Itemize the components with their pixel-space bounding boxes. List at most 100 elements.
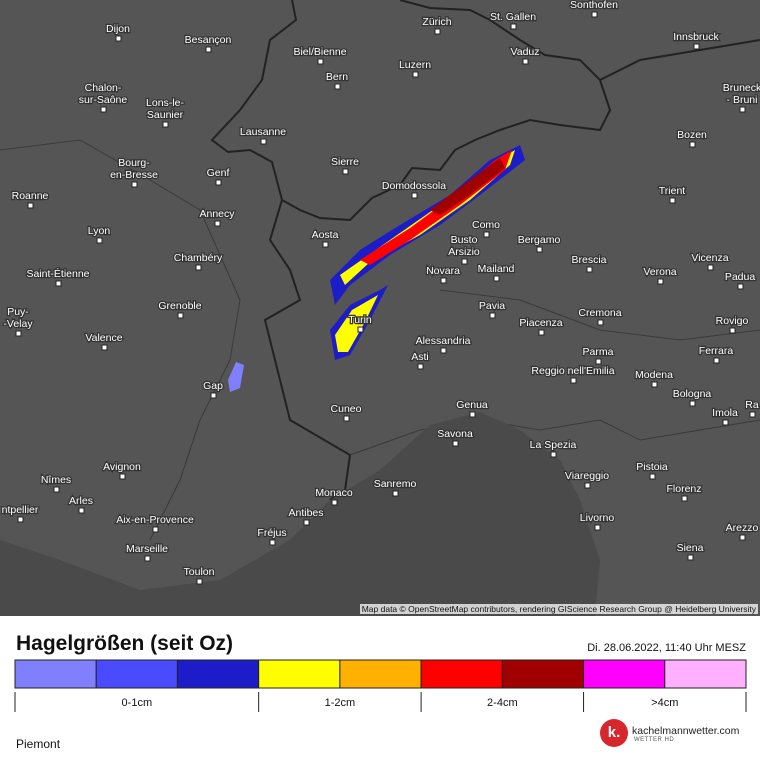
city-label: Fréjus bbox=[257, 527, 286, 539]
city-label: Como bbox=[472, 219, 500, 231]
city-dot bbox=[119, 473, 126, 480]
city-label: Savona bbox=[437, 428, 473, 440]
city-dot bbox=[586, 266, 593, 273]
city-label: Grenoble bbox=[158, 300, 201, 312]
city-dot bbox=[595, 358, 602, 365]
city-dot bbox=[687, 554, 694, 561]
city-label: Novara bbox=[426, 265, 460, 277]
city-dot bbox=[411, 192, 418, 199]
legend: 0-1cm 1-2cm 2-4cm >4cm bbox=[14, 659, 747, 712]
city-label: Rovigo bbox=[716, 315, 749, 327]
city-label: Cremona bbox=[578, 307, 621, 319]
city-dot bbox=[331, 499, 338, 506]
city-dot bbox=[440, 277, 447, 284]
city-dot bbox=[689, 400, 696, 407]
city-label: Bologna bbox=[673, 388, 712, 400]
city-label: Pistoia bbox=[636, 461, 668, 473]
city-label: Puy- bbox=[7, 306, 29, 318]
city-dot bbox=[96, 237, 103, 244]
legend-swatch bbox=[583, 659, 666, 689]
legend-label: >4cm bbox=[651, 697, 678, 709]
city-label: Biel/Bienne bbox=[293, 46, 346, 58]
logo-mark: k. bbox=[600, 719, 628, 747]
city-label: Ra bbox=[745, 399, 759, 411]
city-label: Bruneck bbox=[723, 82, 760, 94]
city-dot bbox=[434, 28, 441, 35]
city-dot bbox=[739, 106, 746, 113]
city-label: Busto bbox=[451, 234, 478, 246]
city-dot bbox=[651, 381, 658, 388]
city-label: Mailand bbox=[478, 263, 515, 275]
city-dot bbox=[317, 58, 324, 65]
city-label: Verona bbox=[643, 266, 676, 278]
city-dot bbox=[489, 312, 496, 319]
city-label: Sanremo bbox=[374, 478, 417, 490]
city-label: Brescia bbox=[571, 254, 606, 266]
city-label: Pavia bbox=[479, 300, 505, 312]
city-label: Piacenza bbox=[519, 317, 562, 329]
logo-name: kachelmannwetter.com bbox=[632, 725, 740, 737]
city-label: Chalon- bbox=[85, 82, 122, 94]
legend-swatch bbox=[176, 659, 260, 689]
city-label: Trient bbox=[659, 185, 686, 197]
city-dot bbox=[538, 329, 545, 336]
legend-swatch bbox=[339, 659, 422, 689]
sea bbox=[0, 412, 600, 616]
city-dot bbox=[343, 415, 350, 422]
city-label: Toulon bbox=[184, 566, 215, 578]
city-label: Genf bbox=[207, 167, 230, 179]
legend-swatch bbox=[664, 659, 747, 689]
city-label: Monaco bbox=[315, 487, 353, 499]
city-label: Innsbruck bbox=[673, 31, 719, 43]
city-dot bbox=[195, 264, 202, 271]
city-label: Roanne bbox=[12, 190, 49, 202]
city-dot bbox=[342, 168, 349, 175]
city-dot bbox=[452, 440, 459, 447]
city-label: Parma bbox=[583, 346, 614, 358]
city-label: Aix-en-Provence bbox=[116, 514, 194, 526]
legend-label: 2-4cm bbox=[487, 697, 518, 709]
city-label: Saint-Étienne bbox=[26, 267, 89, 280]
city-dot bbox=[162, 121, 169, 128]
city-label: Domodossola bbox=[382, 180, 446, 192]
city-label: Nîmes bbox=[41, 474, 71, 486]
city-label: Genua bbox=[456, 399, 488, 411]
city-label: Dijon bbox=[106, 23, 130, 35]
city-label: Avignon bbox=[103, 461, 141, 473]
city-label: Arezzo bbox=[726, 522, 759, 534]
legend-label: 0-1cm bbox=[122, 697, 153, 709]
city-label: en-Bresse bbox=[110, 169, 158, 181]
city-dot bbox=[27, 202, 34, 209]
city-label: Aosta bbox=[312, 229, 339, 241]
city-label: Arsizio bbox=[448, 246, 480, 258]
city-label: Lausanne bbox=[240, 126, 286, 138]
city-dot bbox=[713, 357, 720, 364]
city-dot bbox=[522, 58, 529, 65]
city-label: Luzern bbox=[399, 59, 431, 71]
city-label: Zürich bbox=[422, 16, 451, 28]
city-dot bbox=[483, 231, 490, 238]
city-label: Reggio nell'Emilia bbox=[531, 365, 614, 377]
city-label: Imola bbox=[712, 407, 738, 419]
city-label: Asti bbox=[411, 351, 429, 363]
city-dot bbox=[215, 179, 222, 186]
city-label: Vaduz bbox=[511, 46, 540, 58]
city-dot bbox=[597, 319, 604, 326]
city-label: Livorno bbox=[580, 512, 615, 524]
city-label: Vicenza bbox=[691, 252, 728, 264]
legend-label: 1-2cm bbox=[325, 697, 356, 709]
city-dot bbox=[78, 507, 85, 514]
timestamp: Di. 28.06.2022, 11:40 Uhr MESZ bbox=[587, 642, 746, 654]
city-label: Bergamo bbox=[518, 234, 561, 246]
city-dot bbox=[729, 327, 736, 334]
city-dot bbox=[322, 241, 329, 248]
city-dot bbox=[550, 451, 557, 458]
city-label: Sierre bbox=[331, 156, 359, 168]
legend-swatch bbox=[501, 659, 585, 689]
city-dot bbox=[334, 83, 341, 90]
city-dot bbox=[594, 524, 601, 531]
city-dot bbox=[303, 519, 310, 526]
city-label: Annecy bbox=[199, 208, 235, 220]
city-dot bbox=[657, 278, 664, 285]
city-dot bbox=[510, 23, 517, 30]
